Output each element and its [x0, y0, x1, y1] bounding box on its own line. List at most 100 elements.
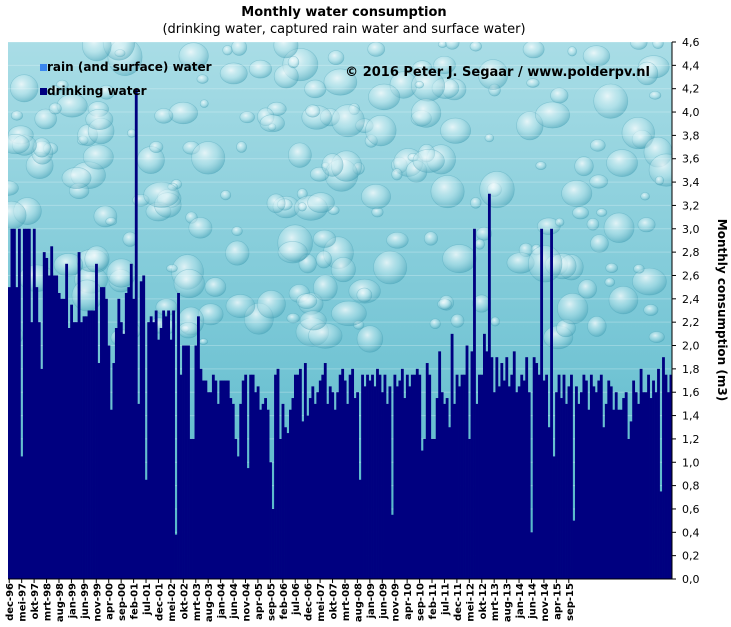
drinking-bar [179, 374, 183, 579]
drinking-bar [363, 386, 367, 579]
drinking-bar [338, 374, 342, 579]
water-drop [367, 42, 386, 57]
drinking-bar [557, 374, 561, 579]
water-drop [204, 277, 227, 297]
y-tick-label: 2,6 [682, 269, 700, 282]
drinking-bar [662, 357, 665, 579]
drinking-bar [162, 310, 166, 579]
drinking-bar [281, 403, 285, 579]
drinking-bar [159, 328, 163, 579]
water-drop [231, 226, 243, 237]
water-drop [550, 87, 569, 104]
drinking-bar [433, 438, 437, 579]
legend-swatch-rain [40, 64, 47, 71]
water-drop [587, 316, 607, 337]
water-drop [606, 149, 638, 177]
drinking-bar [604, 403, 608, 579]
drinking-bar [296, 374, 300, 579]
drinking-bar [286, 433, 290, 579]
drinking-bar [664, 374, 668, 579]
drinking-bar [219, 380, 223, 579]
drinking-bar [308, 398, 312, 579]
drinking-bar [274, 374, 277, 579]
water-drop [557, 292, 589, 325]
x-tick-label: jul-11 [440, 583, 451, 616]
water-drop [10, 74, 39, 103]
drinking-bar [393, 374, 397, 579]
water-drop [299, 310, 327, 331]
y-tick-label: 1,2 [682, 433, 700, 446]
x-tick-label: nov-04 [241, 583, 252, 622]
drinking-bar [216, 403, 220, 579]
x-tick-label: okt-97 [30, 583, 41, 619]
drinking-bar [639, 368, 643, 579]
drinking-bar [376, 368, 379, 579]
water-drop [312, 229, 337, 248]
x-tick-label: aug-03 [204, 583, 215, 622]
drinking-bar [530, 532, 534, 579]
water-drop [321, 153, 344, 177]
drinking-bar [27, 228, 31, 579]
water-drop [621, 116, 655, 150]
drinking-bar [326, 403, 330, 579]
water-drop [582, 45, 611, 67]
water-drop [277, 241, 308, 264]
drinking-bar [256, 386, 260, 579]
drinking-bar [597, 380, 601, 579]
drinking-bar [473, 228, 476, 579]
drinking-bar [82, 316, 86, 579]
drinking-bar [642, 392, 645, 579]
water-drop [648, 153, 672, 187]
drinking-bar [502, 380, 506, 579]
drinking-bar [408, 386, 412, 579]
y-tick-label: 2,2 [682, 316, 700, 329]
drinking-bar [221, 380, 225, 579]
y-tick-label: 2,0 [682, 340, 700, 353]
drinking-bar [594, 392, 598, 579]
drinking-bar [236, 456, 240, 579]
drinking-bar [298, 368, 302, 579]
drinking-bar [182, 345, 185, 579]
water-drop [191, 141, 226, 175]
water-drop [630, 42, 648, 50]
drinking-bar [654, 392, 658, 579]
drinking-bar [386, 403, 389, 579]
drinking-bar [204, 380, 208, 579]
water-drop [652, 42, 664, 49]
drinking-bar [174, 534, 178, 579]
water-drop [225, 294, 256, 319]
water-drop [256, 290, 286, 319]
water-drop [48, 102, 62, 115]
x-tick-label: apr-15 [552, 583, 563, 620]
drinking-bar [627, 438, 631, 579]
drinking-bar [100, 287, 103, 579]
drinking-bar [445, 398, 449, 579]
x-tick-label: mrt-08 [341, 583, 352, 621]
drinking-bar [358, 479, 362, 579]
drinking-bar [152, 322, 156, 579]
water-drop [476, 226, 493, 241]
drinking-bar [575, 386, 578, 579]
x-tick-label: mrt-03 [192, 583, 203, 621]
drinking-bar [134, 88, 138, 579]
x-tick-label: dec-11 [453, 583, 464, 621]
x-tick-label: mei-97 [18, 583, 29, 622]
drinking-bar [75, 322, 78, 579]
water-drop [477, 59, 509, 90]
water-drop [305, 104, 321, 118]
drinking-bar [323, 363, 327, 579]
drinking-bar [415, 368, 419, 579]
x-tick-label: feb-11 [428, 583, 439, 619]
drinking-bar [599, 374, 603, 579]
water-drop [450, 313, 465, 328]
drinking-bar [264, 398, 267, 579]
legend-label-drinking: drinking water [47, 84, 147, 98]
water-drop [173, 269, 205, 299]
drinking-bar [25, 228, 29, 579]
drinking-bar [383, 374, 387, 579]
drinking-bar [291, 398, 295, 579]
drinking-bar [284, 427, 287, 579]
drinking-bar [154, 310, 158, 579]
drinking-bar [629, 421, 633, 579]
legend-swatch-drinking [40, 88, 47, 95]
